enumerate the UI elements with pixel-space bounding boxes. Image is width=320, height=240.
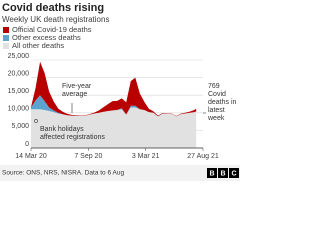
plot-area <box>31 61 203 149</box>
y-tick-label: 5,000 <box>11 123 29 130</box>
y-tick-label: 15,000 <box>8 88 30 95</box>
y-tick-label: 0 <box>25 141 29 148</box>
logo-letter: C <box>231 170 236 177</box>
legend-label: Other excess deaths <box>12 33 81 42</box>
y-tick-label: 10,000 <box>8 106 30 113</box>
annotation: Bank holidays <box>40 126 84 133</box>
x-tick-label: 7 Sep 20 <box>74 153 102 160</box>
area <box>31 107 197 148</box>
x-tick-label: 27 Aug 21 <box>187 153 219 160</box>
legend-swatch <box>3 27 9 33</box>
legend-swatch <box>3 35 9 41</box>
annotation: 769 <box>208 83 220 90</box>
annotation: affected registrations <box>40 134 105 141</box>
legend-label: All other deaths <box>12 41 64 50</box>
annotation: latest <box>208 107 225 114</box>
annotation: week <box>207 115 225 122</box>
source: Source: ONS, NRS, NISRA. Data to 6 Aug <box>2 170 124 177</box>
annotation: deaths in <box>208 99 237 106</box>
annotation: average <box>62 91 87 98</box>
grid: 0 5,000 10,000 15,000 20,000 25,000 14 Mar 20 7… <box>8 53 219 160</box>
chart-title: Covid deaths rising <box>2 2 104 14</box>
area <box>31 61 197 117</box>
logo-box <box>207 168 217 178</box>
annotation: Five-year <box>62 83 92 90</box>
logo-letter: B <box>220 170 225 177</box>
chart-subtitle: Weekly UK death registrations <box>2 15 109 24</box>
legend-swatch <box>3 43 9 49</box>
footer-background <box>0 165 240 181</box>
chart: Covid deaths rising Weekly UK death regi… <box>0 2 240 181</box>
logo-box <box>218 168 228 178</box>
x-tick-label: 3 Mar 21 <box>132 153 160 160</box>
logo-box <box>229 168 239 178</box>
x-tick-label: 14 Mar 20 <box>15 153 47 160</box>
legend-label: Official Covid-19 deaths <box>12 25 92 34</box>
annotation: Covid <box>208 91 226 98</box>
y-tick-label: 20,000 <box>8 70 30 77</box>
annotation-marker <box>34 119 38 123</box>
logo-letter: B <box>209 170 214 177</box>
y-tick-label: 25,000 <box>8 53 30 60</box>
